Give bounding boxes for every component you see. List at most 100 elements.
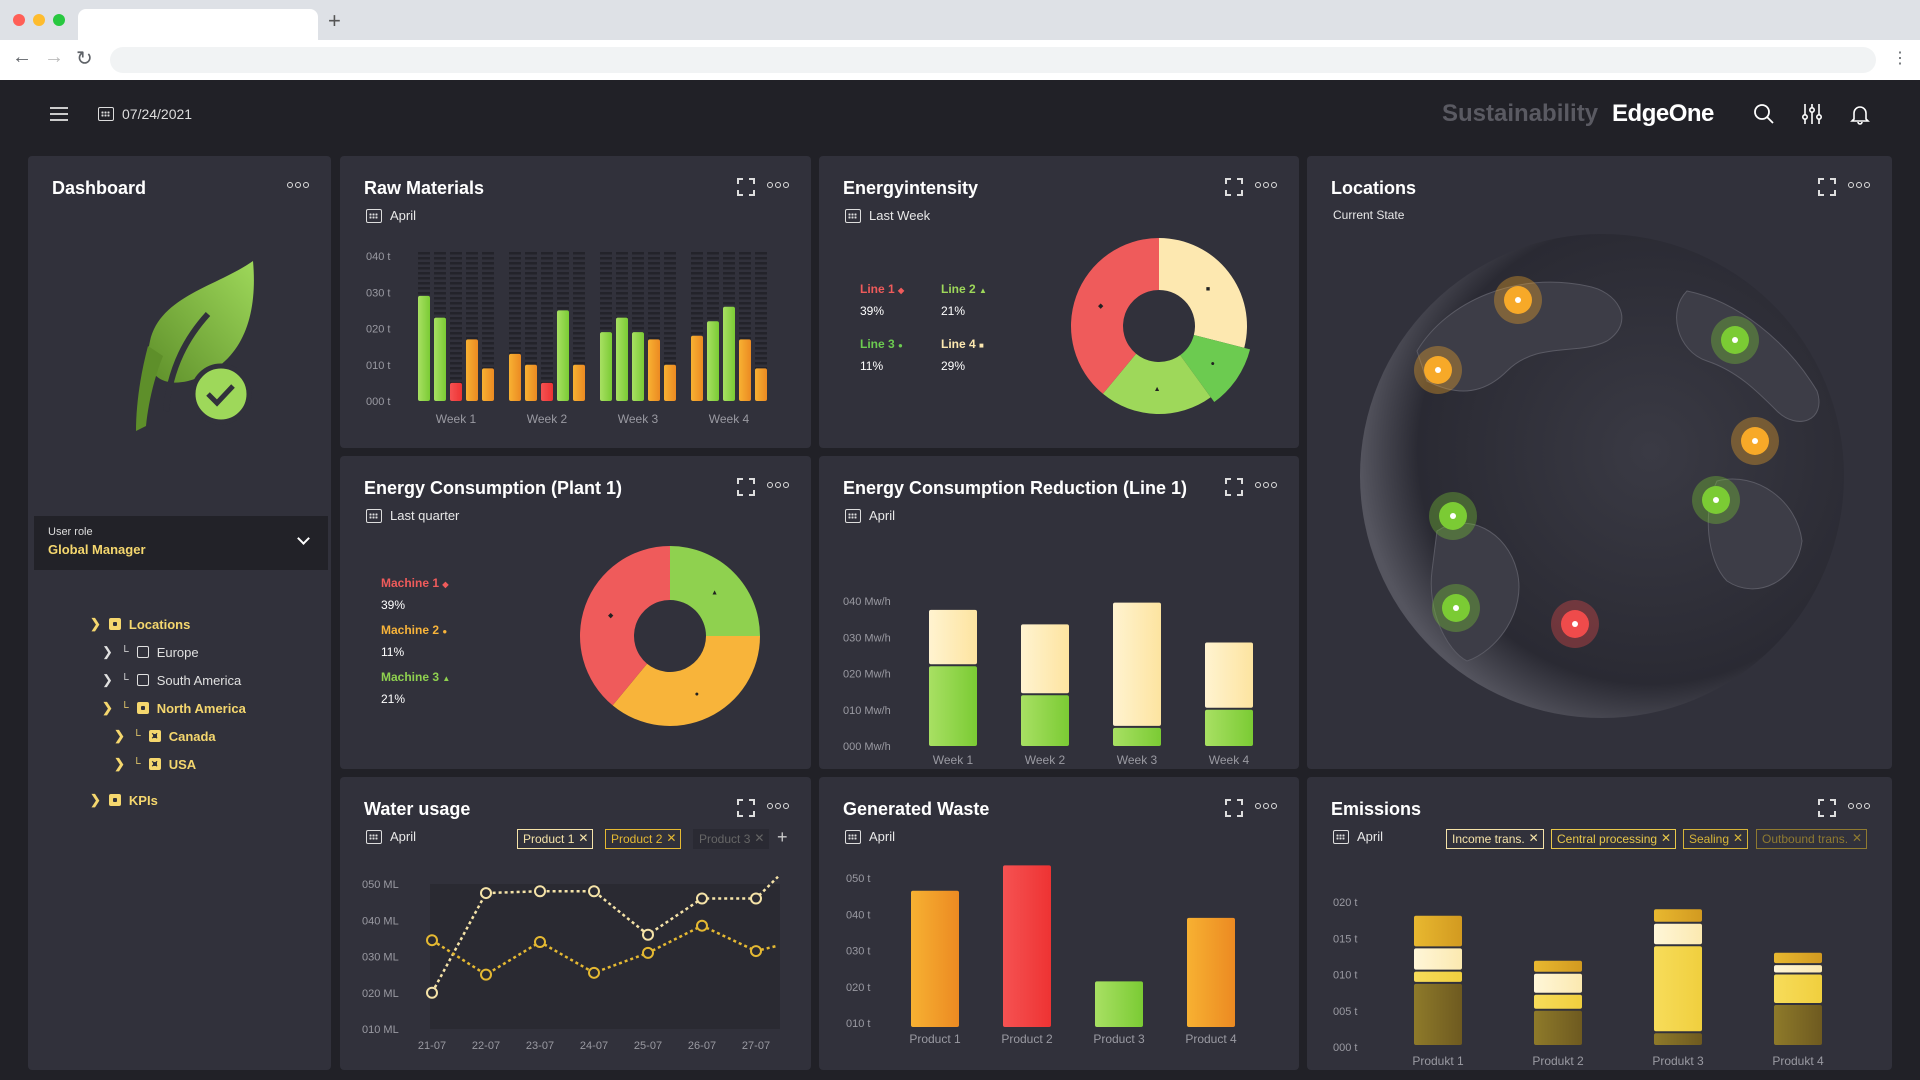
chip-central-processing[interactable]: Central processing [1551,829,1677,849]
bar-track-stripe [723,282,735,285]
chip-product-1[interactable]: Product 1 [517,829,594,849]
close-window-button[interactable] [13,14,25,26]
bar-track-stripe [418,252,430,255]
x-tick-label: Product 2 [1001,1032,1053,1046]
more-options-icon[interactable] [1255,182,1277,190]
more-options-icon[interactable] [1255,482,1277,490]
bar-track-stripe [755,302,767,305]
bar-track-stripe [509,307,521,310]
globe-map[interactable] [1357,231,1847,721]
map-marker[interactable] [1731,417,1779,465]
chevron-right-icon[interactable]: ❯ [90,616,101,631]
chip-income-trans[interactable]: Income trans. [1446,829,1544,849]
tree-item-kpis[interactable]: ❯ KPIs [90,792,158,808]
chevron-right-icon[interactable]: ❯ [102,672,113,687]
chevron-right-icon[interactable]: ❯ [114,728,125,743]
chip-product-2[interactable]: Product 2 [605,829,682,849]
tree-item-south-america[interactable]: ❯ └ South America [102,672,241,688]
expand-icon[interactable] [1225,178,1243,196]
legend-item[interactable]: Line 3 ● 11% [860,337,903,373]
tree-item-north-america[interactable]: ❯ └ North America [102,700,246,716]
map-marker[interactable] [1494,276,1542,324]
expand-icon[interactable] [1818,799,1836,817]
legend-value: 11% [860,359,884,373]
minimize-window-button[interactable] [33,14,45,26]
map-marker[interactable] [1432,584,1480,632]
bar-track-stripe [434,257,446,260]
tree-item-usa[interactable]: ❯ └ ✕ USA [114,756,196,772]
notification-bell-icon[interactable] [1848,102,1872,126]
tree-item-label: Europe [156,644,199,660]
user-role-select[interactable]: User role Global Manager [34,516,328,570]
bar-segment [1654,946,1702,1032]
map-marker[interactable] [1711,316,1759,364]
add-chip-icon[interactable]: + [777,827,788,847]
chip-sealing[interactable]: Sealing [1683,829,1749,849]
expand-icon[interactable] [737,799,755,817]
more-options-icon[interactable] [287,182,309,190]
bar-track-stripe [691,317,703,320]
tree-item-locations[interactable]: ❯ Locations [90,616,190,632]
chip-outbound-trans[interactable]: Outbound trans. [1756,829,1868,849]
period-filter[interactable]: Last Week [845,208,930,223]
bar-track-stripe [632,307,644,310]
browser-tab[interactable] [78,9,318,40]
more-options-icon[interactable] [1848,803,1870,811]
bar-track-stripe [648,337,660,340]
menu-icon[interactable] [50,107,68,121]
expand-icon[interactable] [1225,799,1243,817]
new-tab-button[interactable]: + [328,8,341,33]
period-filter[interactable]: April [366,208,416,223]
chevron-right-icon[interactable]: ❯ [102,644,113,659]
expand-icon[interactable] [737,478,755,496]
more-options-icon[interactable] [767,482,789,490]
search-icon[interactable] [1752,102,1776,126]
period-filter[interactable]: April [1333,829,1383,844]
expand-icon[interactable] [737,178,755,196]
tree-item-canada[interactable]: ❯ └ ✕ Canada [114,728,216,744]
tree-item-label: USA [168,756,197,772]
more-options-icon[interactable] [767,803,789,811]
chip-product-3[interactable]: Product 3 [693,829,770,849]
legend-item[interactable]: Machine 2 ● 11% [381,623,447,659]
back-icon[interactable]: ← [12,46,32,68]
more-options-icon[interactable] [767,182,789,190]
filter-sliders-icon[interactable] [1800,102,1824,126]
period-filter[interactable]: April [845,508,895,523]
legend-item[interactable]: Line 2 ▲ 21% [941,282,987,318]
bar-track-stripe [707,292,719,295]
map-marker[interactable] [1692,476,1740,524]
forward-icon[interactable]: → [44,46,64,68]
bar-track-stripe [509,347,521,350]
map-marker[interactable] [1551,600,1599,648]
reload-icon[interactable]: ↻ [76,48,93,70]
legend-item[interactable]: Line 1 ◆ 39% [860,282,904,318]
period-filter[interactable]: Last quarter [366,508,459,523]
bar-segment [1414,948,1462,970]
date-display[interactable]: 07/24/2021 [98,106,192,122]
bar-track-stripe [482,357,494,360]
more-options-icon[interactable] [1255,803,1277,811]
data-point [750,892,762,905]
chevron-right-icon[interactable]: ❯ [90,792,101,807]
bar [739,339,751,401]
expand-icon[interactable] [1225,478,1243,496]
legend-item[interactable]: Line 4 ■ 29% [941,337,984,373]
browser-menu-icon[interactable]: ⋮ [1892,50,1908,67]
bar-track-stripe [525,332,537,335]
map-marker[interactable] [1429,492,1477,540]
chevron-right-icon[interactable]: ❯ [114,756,125,771]
address-bar[interactable] [110,47,1876,73]
period-filter[interactable]: April [366,829,416,844]
legend-item[interactable]: Machine 1 ◆ 39% [381,576,449,612]
more-options-icon[interactable] [1848,182,1870,190]
maximize-window-button[interactable] [53,14,65,26]
expand-icon[interactable] [1818,178,1836,196]
tree-item-europe[interactable]: ❯ └ Europe [102,644,199,660]
chevron-right-icon[interactable]: ❯ [102,700,113,715]
legend-item[interactable]: Machine 3 ▲ 21% [381,670,450,706]
bar-segment [1534,994,1582,1009]
bar-track-stripe [739,337,751,340]
period-filter[interactable]: April [845,829,895,844]
map-marker[interactable] [1414,346,1462,394]
